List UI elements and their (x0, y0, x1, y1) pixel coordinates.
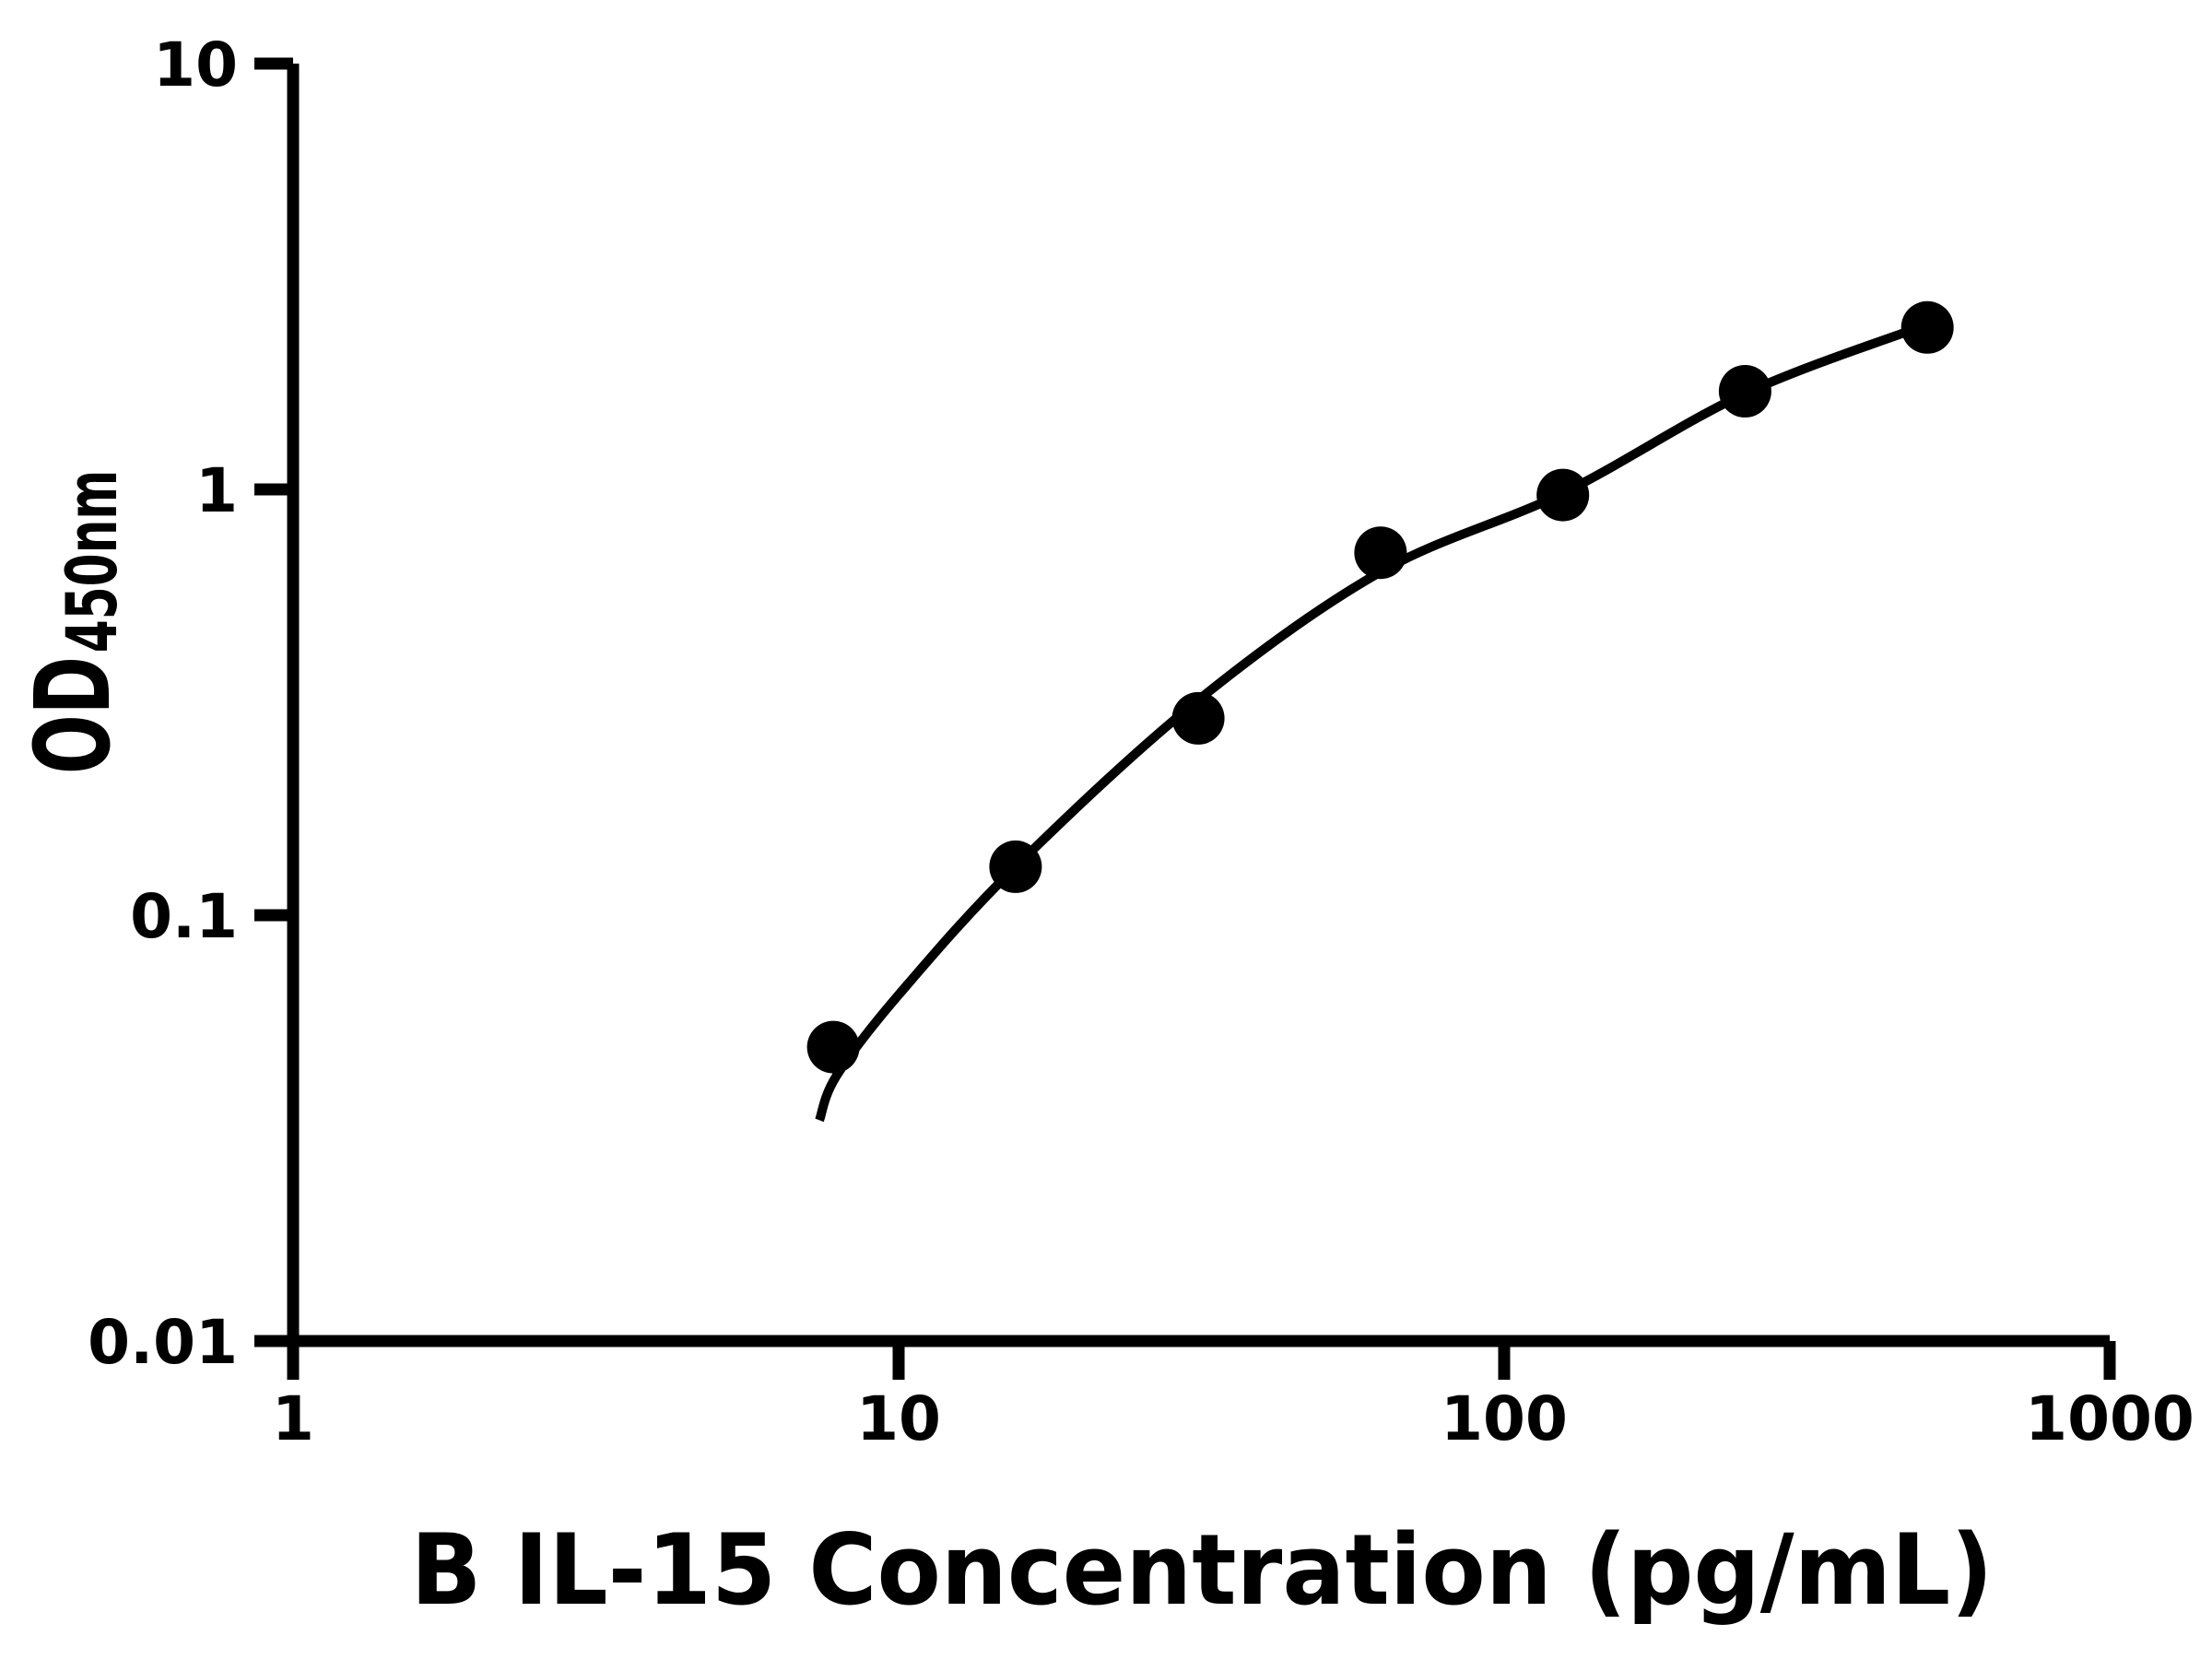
y-axis-title: OD 450nm (13, 470, 134, 774)
y-tick-label: 10 (153, 29, 238, 100)
x-tick-label: 1000 (2025, 1383, 2194, 1454)
y-tick-label: 1 (195, 455, 238, 526)
data-point (1900, 300, 1954, 354)
data-point (1354, 526, 1407, 580)
x-tick-label: 100 (1441, 1383, 1568, 1454)
y-tick-label: 0.1 (130, 881, 238, 952)
y-tick-label: 0.01 (88, 1307, 238, 1378)
data-point (1718, 365, 1771, 418)
tick-label-layer: 10 1 0.1 0.01 1 10 100 1000 (88, 29, 2194, 1454)
data-point (806, 1020, 860, 1074)
data-point (1171, 691, 1225, 745)
x-tick-label: 1 (272, 1383, 314, 1454)
y-axis-title-main: OD (13, 656, 134, 774)
data-point (989, 840, 1042, 893)
fit-curve (815, 320, 1929, 1123)
y-axis-title-sub: 450nm (53, 470, 134, 653)
x-axis-title: B IL-15 Concentration (pg/mL) (411, 1513, 1994, 1627)
axes-layer (254, 57, 2116, 1380)
x-tick-label: 10 (856, 1383, 941, 1454)
data-point (1536, 468, 1590, 522)
data-layer (806, 300, 1954, 1123)
